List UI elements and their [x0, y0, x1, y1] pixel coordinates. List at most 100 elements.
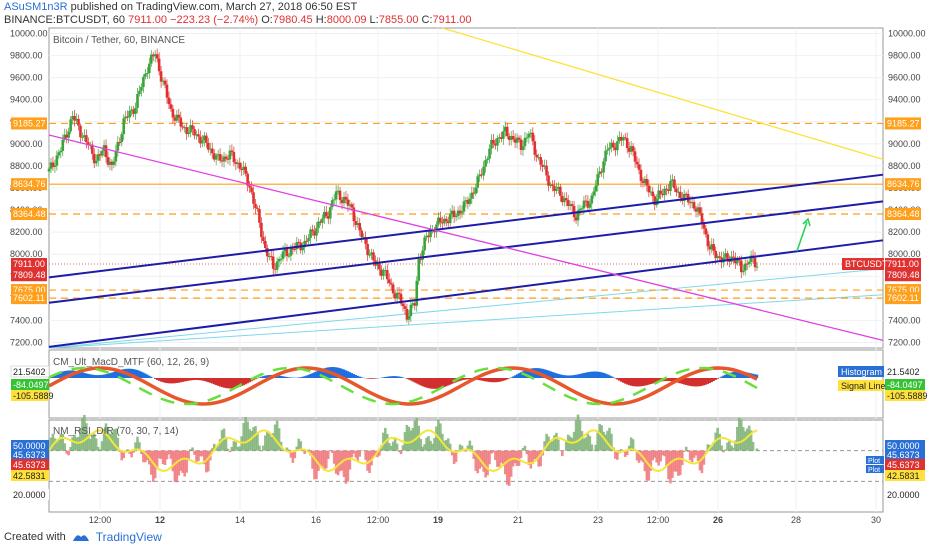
rsi-bar	[614, 450, 617, 459]
author-link[interactable]: ASuSM1n3R	[4, 1, 68, 13]
macd-histogram-bar	[244, 378, 247, 385]
rsi-bar	[743, 431, 747, 451]
rsi-bar	[159, 450, 163, 459]
candle-body	[446, 221, 450, 224]
candle-body	[651, 191, 655, 197]
main-title: Bitcoin / Tether, 60, BINANCE	[53, 35, 185, 46]
macd-histogram-bar	[102, 374, 106, 378]
rsi-bar	[291, 450, 295, 463]
rsi-bar	[680, 450, 684, 465]
macd-histogram-bar	[447, 378, 450, 386]
macd-histogram-bar	[114, 371, 118, 378]
macd-histogram-bar	[543, 369, 546, 378]
rsi-bar	[651, 450, 655, 461]
rsi-bar	[140, 450, 143, 455]
macd-histogram-bar	[629, 378, 633, 386]
rsi-bar	[332, 450, 336, 464]
macd-histogram-bar	[161, 378, 165, 383]
candle-body	[450, 210, 454, 215]
macd-histogram-bar	[303, 376, 306, 378]
candle-body	[747, 261, 751, 265]
macd-histogram-bar	[529, 368, 533, 378]
macd-histogram-bar	[358, 376, 361, 378]
rsi-bar	[277, 428, 281, 451]
macd-histogram-bar	[484, 378, 487, 382]
candle-body	[397, 292, 401, 294]
candle-body	[745, 263, 749, 265]
macd-histogram-bar	[370, 378, 373, 379]
rsi-bar	[120, 450, 124, 461]
candle-body	[222, 156, 226, 162]
candle-body	[726, 253, 729, 260]
rsi-bar	[128, 450, 131, 454]
candle-body	[643, 179, 647, 184]
candle-body	[161, 80, 165, 82]
rsi-bar	[352, 450, 356, 454]
candle-body	[741, 270, 745, 273]
trendlines	[48, 27, 884, 348]
rsi-tag-right	[885, 440, 925, 451]
grid	[49, 28, 883, 512]
candle-body	[47, 168, 51, 172]
rsi-bar	[378, 450, 381, 456]
macd-histogram-bar	[386, 376, 389, 378]
macd-histogram-bar	[527, 369, 531, 378]
macd-histogram-bar	[588, 371, 592, 378]
rsi-bar	[242, 422, 245, 451]
tradingview-brand[interactable]: TradingView	[95, 530, 162, 544]
candle-body	[389, 283, 393, 285]
candle-body	[395, 292, 399, 299]
macd-histogram-bar	[618, 378, 621, 381]
change-value: −223.23 (−2.74%)	[170, 14, 259, 26]
h-value: 8000.09	[326, 14, 367, 26]
rsi-bar	[588, 436, 592, 451]
candle-body	[472, 192, 476, 194]
candle-body	[649, 191, 653, 193]
macd-histogram-bar	[130, 368, 133, 378]
level-tag-left-text: 8634.76	[13, 179, 46, 189]
candle-body	[163, 80, 167, 85]
rsi-bar	[313, 450, 316, 480]
candle-body	[724, 253, 727, 258]
candle-body	[710, 244, 714, 250]
macd-histogram-bar	[736, 371, 739, 378]
candle-body	[177, 114, 181, 118]
rsi-bar	[126, 449, 129, 451]
candle-body	[283, 248, 287, 252]
rsi-bar	[549, 441, 552, 451]
macd-histogram-bar	[450, 378, 454, 384]
candle-body	[580, 208, 584, 210]
rsi-bar	[669, 450, 672, 484]
candle-body	[230, 150, 234, 152]
rsi-bar	[468, 440, 472, 451]
macd-histogram-bar	[549, 371, 552, 378]
candle-body	[338, 190, 342, 201]
candle-body	[138, 90, 141, 95]
candle-body	[112, 161, 116, 165]
candle-body	[482, 166, 485, 176]
x-tick-label: 12:00	[367, 515, 390, 525]
rsi-bar	[61, 434, 65, 451]
macd-histogram-bar	[492, 378, 495, 383]
trendline	[48, 134, 884, 342]
macd-histogram-bar	[157, 378, 161, 381]
symbol-tag	[842, 258, 884, 271]
macd-histogram-bar	[513, 375, 517, 378]
rsi-bar	[87, 434, 90, 451]
rsi-bar	[157, 450, 161, 459]
candle-body	[570, 204, 574, 207]
tradingview-logo-icon	[72, 535, 89, 541]
candle-body	[157, 58, 161, 72]
macd-histogram-bar	[545, 369, 548, 378]
macd-histogram-bar	[504, 378, 507, 381]
macd-histogram-bar	[299, 377, 302, 378]
rsi-bar	[63, 443, 67, 451]
macd-histogram-bar	[665, 378, 668, 382]
candle-body	[620, 136, 623, 141]
candle-body	[242, 166, 245, 171]
rsi-bar	[637, 450, 641, 463]
macd-histogram-bar	[570, 375, 574, 378]
rsi-bar	[250, 431, 253, 451]
candle-body	[92, 153, 96, 164]
